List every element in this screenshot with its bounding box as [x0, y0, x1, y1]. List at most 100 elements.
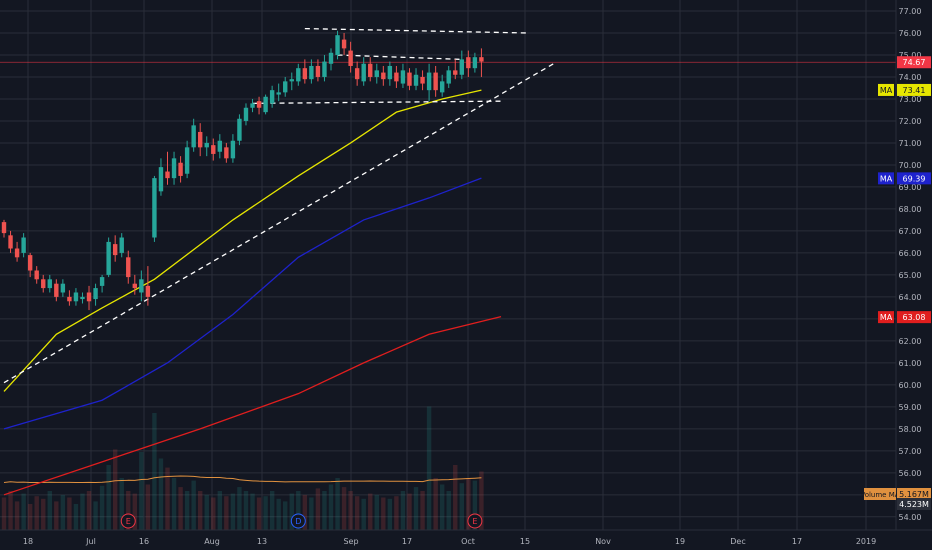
- candle-body: [381, 72, 386, 80]
- candle-body: [302, 68, 308, 80]
- price-tick-label: 74.00: [899, 73, 922, 82]
- volume-bar: [145, 484, 151, 530]
- trendline[interactable]: [252, 100, 502, 105]
- volume-tag: 4.523M: [897, 498, 931, 510]
- candle-body: [1, 222, 7, 234]
- volume-bar: [387, 498, 393, 530]
- candle-body: [263, 96, 268, 113]
- trendline[interactable]: [304, 27, 528, 34]
- volume-bar: [132, 493, 137, 530]
- price-tick-label: 77.00: [899, 7, 922, 16]
- candle-body: [191, 125, 196, 148]
- trendlines[interactable]: [3, 27, 554, 384]
- ma-tag-label-box: [878, 311, 894, 324]
- time-tick-label: Dec: [730, 537, 745, 546]
- volume-bar: [413, 487, 419, 530]
- volume-bar: [439, 484, 445, 530]
- volume-bar: [119, 478, 124, 530]
- event-marker-label: E: [472, 517, 477, 526]
- volume-bar: [237, 487, 242, 530]
- event-marker-label: E: [126, 517, 131, 526]
- candle-body: [466, 57, 471, 69]
- moving-average-line: [3, 177, 482, 430]
- candle-body: [106, 241, 111, 275]
- price-tick-label: 57.00: [899, 447, 922, 456]
- candle-body: [73, 292, 79, 302]
- candle-body: [145, 285, 151, 297]
- volume-ma-value-box: [897, 488, 931, 500]
- candle-body: [8, 235, 13, 249]
- candle-body: [276, 92, 281, 95]
- candle-body: [283, 81, 288, 93]
- event-marker[interactable]: [467, 513, 483, 529]
- volume-bar: [341, 487, 347, 530]
- candle-body: [453, 70, 458, 75]
- volume-bar: [204, 494, 209, 530]
- moving-averages: [0, 61, 896, 496]
- candle-body: [198, 131, 203, 148]
- candle-body: [112, 244, 118, 256]
- volume-bar: [54, 501, 59, 530]
- time-tick-label: 2019: [856, 537, 876, 546]
- candle-body: [41, 279, 46, 289]
- time-tick-label: 17: [792, 537, 802, 546]
- volume-bar: [8, 491, 13, 530]
- candlestick-series: [1, 30, 484, 311]
- price-tick-label: 58.00: [899, 425, 922, 434]
- volume-bar: [368, 493, 373, 530]
- moving-average-line: [3, 316, 502, 496]
- candle-body: [211, 145, 216, 154]
- candle-body: [446, 70, 451, 84]
- volume-bar: [184, 491, 190, 530]
- moving-average-line: [3, 89, 482, 392]
- volume-bar: [374, 494, 379, 530]
- candle-body: [315, 65, 321, 77]
- candle-body: [250, 103, 255, 108]
- candle-body: [217, 140, 223, 152]
- grid: [0, 0, 896, 530]
- candle-body: [256, 101, 262, 108]
- volume-bar: [479, 471, 484, 530]
- time-tick-label: Sep: [343, 537, 358, 546]
- volume-ma-line: [3, 475, 482, 484]
- price-tick-label: 72.00: [899, 117, 922, 126]
- candle-body: [387, 65, 393, 80]
- candle-body: [204, 142, 209, 148]
- event-marker-label: D: [295, 517, 301, 526]
- price-axis[interactable]: 54.0055.0056.0057.0058.0059.0060.0061.00…: [896, 0, 932, 530]
- volume-bar: [27, 504, 33, 530]
- ma-tag-value: 69.39: [903, 174, 926, 183]
- candle-body: [99, 277, 105, 286]
- volume-bar: [453, 465, 458, 530]
- trendline[interactable]: [3, 63, 554, 384]
- volume-ma-label: Volume MA: [860, 491, 899, 499]
- candle-body: [47, 279, 52, 289]
- volume-bar: [191, 480, 196, 530]
- volume-bar: [106, 465, 111, 530]
- candle-body: [296, 68, 301, 82]
- trendline[interactable]: [337, 54, 462, 61]
- volume-bar: [263, 496, 268, 530]
- volume-bar: [47, 491, 52, 530]
- event-marker[interactable]: [120, 513, 136, 529]
- ma-tag-label: MA: [880, 86, 893, 95]
- volume-bar: [158, 458, 164, 530]
- candle-body: [93, 288, 98, 300]
- volume-bar: [60, 494, 66, 530]
- volume-bar: [446, 491, 451, 530]
- candle-body: [472, 57, 478, 69]
- time-tick-label: 16: [139, 537, 149, 546]
- volume-bar: [309, 497, 314, 530]
- ma-tag-label: MA: [880, 174, 893, 183]
- candle-body: [158, 167, 164, 192]
- volume-bar: [93, 501, 98, 530]
- event-marker[interactable]: [290, 513, 306, 529]
- price-tick-label: 76.00: [899, 29, 922, 38]
- volume-bar: [21, 493, 26, 530]
- volume-bar: [394, 496, 399, 530]
- candle-body: [479, 57, 484, 62]
- time-axis-background: [0, 530, 932, 550]
